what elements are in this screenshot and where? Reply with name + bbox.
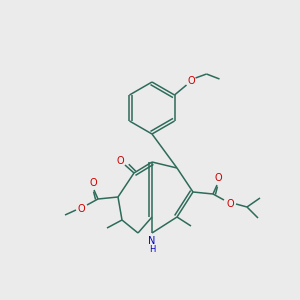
Text: O: O: [89, 178, 97, 188]
Text: O: O: [226, 199, 234, 209]
Text: O: O: [77, 204, 85, 214]
Text: N: N: [148, 236, 156, 246]
Text: O: O: [214, 173, 222, 183]
Text: O: O: [188, 76, 195, 86]
Text: H: H: [149, 245, 155, 254]
Text: O: O: [116, 156, 124, 166]
